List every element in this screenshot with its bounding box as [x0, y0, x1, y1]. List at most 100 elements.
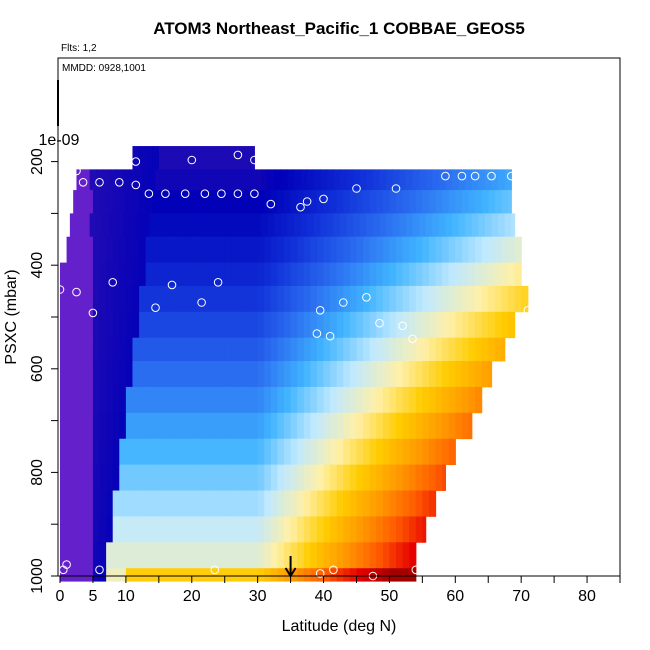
heatmap-cell: [218, 361, 226, 388]
heatmap-cell: [211, 490, 219, 517]
heatmap-cell: [211, 438, 219, 466]
observation-marker: [470, 171, 480, 181]
heatmap-cell: [178, 337, 186, 362]
heatmap-cell: [310, 464, 318, 491]
heatmap-cell: [316, 386, 325, 414]
heatmap-cell: [185, 262, 193, 287]
heatmap-cell: [428, 337, 437, 362]
observation-marker: [78, 178, 88, 187]
heatmap-cell: [237, 337, 246, 362]
heatmap-cell: [204, 311, 213, 339]
heatmap-cell: [323, 285, 331, 313]
heatmap-cell: [165, 516, 173, 543]
heatmap-cell: [422, 490, 430, 517]
heatmap-cell: [99, 464, 107, 491]
heatmap-cell: [224, 542, 232, 569]
heatmap-cell: [284, 285, 292, 313]
heatmap-cell: [251, 337, 259, 362]
observation-marker: [487, 171, 496, 181]
heatmap-cell: [198, 386, 206, 414]
heatmap-cell: [409, 236, 417, 264]
heatmap-cell: [218, 236, 226, 264]
heatmap-cell: [290, 464, 298, 491]
x-tick-label: 80: [578, 588, 596, 605]
heatmap-cell: [191, 386, 199, 414]
heatmap-cell: [79, 361, 87, 388]
heatmap-cell: [185, 568, 193, 582]
heatmap-cell: [349, 236, 358, 264]
heatmap-cell: [297, 412, 305, 440]
heatmap-cell: [257, 190, 265, 214]
heatmap-cell: [112, 361, 120, 388]
heatmap-cell: [356, 568, 364, 582]
heatmap-cell: [191, 311, 199, 339]
heatmap-cell: [185, 190, 193, 214]
heatmap-cell: [145, 490, 153, 517]
heatmap-cell: [376, 516, 384, 543]
heatmap-cell: [343, 262, 351, 287]
heatmap-cell: [284, 236, 292, 264]
heatmap-cell: [349, 464, 358, 491]
heatmap-cell: [79, 438, 87, 466]
heatmap-cell: [211, 464, 219, 491]
heatmap-cell: [73, 412, 81, 440]
heatmap-cell: [428, 386, 437, 414]
heatmap-cell: [60, 438, 68, 466]
heatmap-cell: [264, 412, 272, 440]
heatmap-cell: [165, 490, 173, 517]
heatmap-cell: [415, 516, 423, 543]
heatmap-cell: [330, 236, 338, 264]
heatmap-cell: [455, 412, 463, 440]
heatmap-cell: [396, 262, 404, 287]
heatmap-cell: [284, 412, 292, 440]
heatmap-cell: [303, 236, 311, 264]
heatmap-cell: [396, 285, 404, 313]
heatmap-cell: [402, 568, 410, 582]
heatmap-cell: [508, 262, 516, 287]
x-tick-label: 0: [56, 588, 65, 605]
heatmap-cell: [303, 464, 311, 491]
heatmap-cell: [191, 516, 199, 543]
heatmap-cell: [191, 490, 199, 517]
heatmap-cell: [277, 190, 285, 214]
heatmap-cell: [376, 262, 384, 287]
heatmap-cell: [290, 438, 298, 466]
heatmap-cell: [419, 169, 427, 191]
heatmap-cell: [129, 213, 137, 238]
heatmap-cell: [475, 262, 483, 287]
heatmap-cell: [376, 568, 384, 582]
heatmap-cell: [442, 190, 450, 214]
heatmap-cell: [415, 490, 423, 517]
heatmap-cell: [369, 490, 377, 517]
heatmap-cell: [455, 262, 463, 287]
heatmap-cell: [257, 285, 265, 313]
heatmap-cell: [310, 190, 318, 214]
heatmap-cell: [185, 412, 193, 440]
heatmap-cell: [343, 438, 351, 466]
heatmap-cell: [185, 361, 193, 388]
observation-marker: [312, 329, 322, 338]
heatmap-cell: [399, 213, 407, 238]
heatmap-cell: [310, 412, 318, 440]
heatmap-cell: [168, 213, 176, 238]
heatmap-cell: [270, 412, 279, 440]
heatmap-cell: [297, 516, 305, 543]
observation-marker: [197, 298, 206, 307]
heatmap-cell: [178, 146, 186, 170]
heatmap-cell: [129, 169, 137, 191]
heatmap-cell: [191, 190, 199, 214]
heatmap-cell: [165, 146, 173, 170]
heatmap-cell: [313, 169, 321, 191]
heatmap-cell: [287, 169, 295, 191]
heatmap-cell: [92, 412, 101, 440]
heatmap-cell: [119, 516, 127, 543]
observation-marker: [131, 157, 141, 166]
heatmap-cell: [363, 236, 371, 264]
heatmap-cell: [333, 213, 341, 238]
heatmap-cell: [198, 516, 206, 543]
heatmap-cell: [363, 490, 371, 517]
heatmap-cell: [231, 311, 239, 339]
heatmap-cell: [257, 542, 265, 569]
heatmap-cell: [343, 190, 351, 214]
heatmap-cell: [481, 236, 489, 264]
